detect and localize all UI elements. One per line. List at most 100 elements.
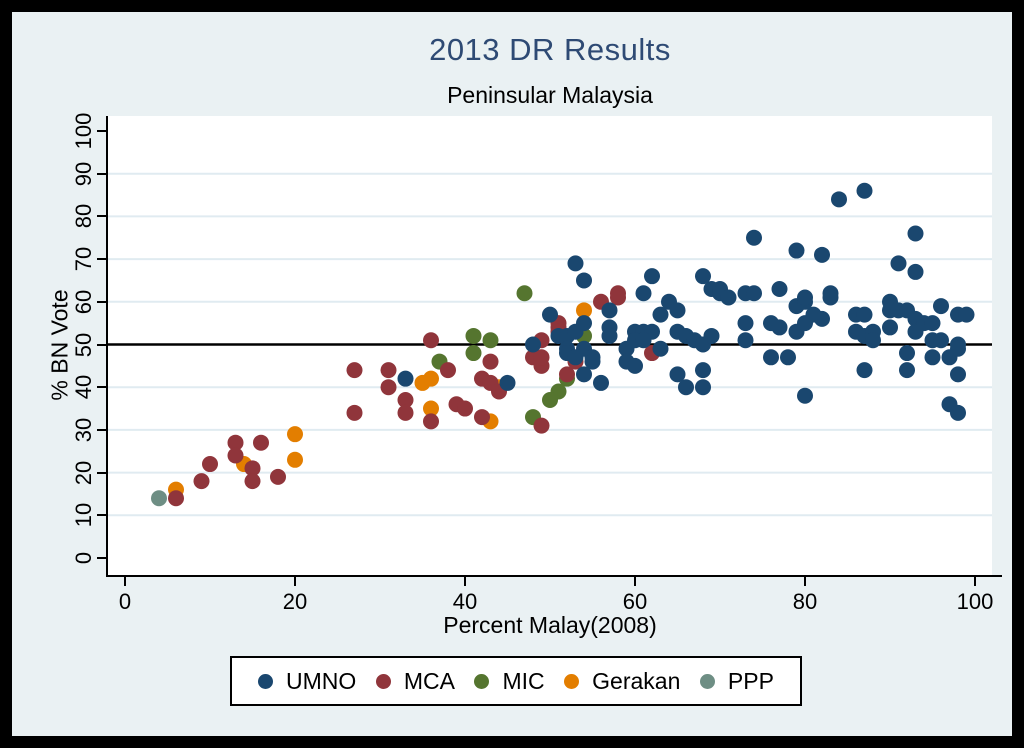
data-point-umno	[695, 362, 711, 379]
data-point-mca	[423, 413, 439, 430]
legend-item-gerakan: Gerakan	[564, 668, 680, 695]
data-point-gerakan	[576, 302, 592, 319]
data-point-umno	[746, 229, 762, 246]
legend: UMNO MCA MIC Gerakan PPP	[230, 656, 802, 706]
data-point-umno	[924, 349, 941, 366]
legend-label-ppp: PPP	[727, 667, 774, 694]
data-point-umno	[856, 362, 873, 379]
data-point-umno	[584, 353, 601, 370]
data-point-umno	[737, 332, 754, 349]
y-tick-60	[97, 300, 106, 303]
y-tick-label-30: 30	[71, 417, 96, 443]
data-point-mic	[516, 285, 533, 302]
data-point-umno	[950, 404, 966, 421]
y-tick-label-70: 70	[71, 246, 96, 272]
x-axis-line	[106, 575, 1002, 577]
data-point-umno	[669, 302, 686, 319]
data-point-mca	[440, 362, 456, 379]
data-point-mca	[244, 473, 261, 490]
y-tick-90	[97, 172, 106, 175]
data-point-umno	[822, 289, 839, 306]
data-point-umno	[856, 306, 873, 323]
y-tick-0	[97, 557, 106, 559]
x-tick-label-0: 0	[118, 589, 132, 614]
data-point-umno	[771, 319, 788, 336]
legend-item-ppp: PPP	[699, 667, 774, 695]
y-axis-line	[106, 116, 108, 577]
y-tick-label-20: 20	[71, 460, 96, 485]
x-tick-40	[464, 577, 466, 586]
data-point-umno	[695, 268, 711, 285]
data-point-umno	[814, 246, 830, 263]
data-point-gerakan	[287, 426, 303, 443]
data-point-ppp	[151, 490, 167, 507]
data-point-gerakan	[423, 370, 439, 387]
data-point-umno	[567, 255, 584, 272]
data-point-mca	[423, 332, 439, 349]
data-point-umno	[746, 285, 762, 302]
data-point-umno	[771, 280, 788, 297]
data-point-umno	[669, 366, 686, 383]
data-point-mca	[474, 409, 490, 426]
data-point-umno	[814, 310, 830, 327]
data-point-mca	[227, 434, 244, 451]
data-point-umno	[576, 272, 592, 289]
y-tick-40	[97, 386, 106, 389]
data-point-mca	[533, 417, 550, 434]
data-point-umno	[525, 336, 541, 353]
y-tick-80	[97, 215, 106, 218]
chart-title: 2013 DR Results	[429, 32, 671, 67]
x-tick-label-80: 80	[792, 589, 818, 614]
x-tick-0	[124, 577, 126, 586]
data-point-umno	[652, 306, 669, 323]
data-point-mca	[380, 379, 397, 396]
data-point-mca	[346, 362, 363, 379]
legend-item-mic: MIC	[474, 667, 545, 695]
legend-label-mic: MIC	[502, 667, 545, 694]
data-point-umno	[601, 327, 618, 344]
data-point-mic	[482, 332, 499, 349]
x-tick-label-20: 20	[282, 589, 308, 614]
data-point-mca	[482, 353, 499, 370]
data-point-umno	[865, 332, 881, 349]
data-point-mic	[465, 327, 482, 344]
data-point-umno	[958, 306, 975, 323]
data-point-mca	[244, 460, 261, 477]
data-point-umno	[924, 315, 941, 332]
data-point-umno	[899, 345, 915, 362]
data-point-gerakan	[287, 451, 303, 468]
y-tick-50	[97, 343, 106, 346]
data-point-mca	[397, 404, 414, 421]
data-point-mic	[542, 392, 558, 409]
data-point-umno	[763, 349, 779, 366]
x-axis-label: Percent Malay(2008)	[443, 612, 657, 638]
data-point-umno	[890, 255, 907, 272]
y-tick-20	[97, 471, 106, 474]
y-tick-10	[97, 514, 106, 517]
data-point-umno	[635, 332, 652, 349]
x-tick-label-100: 100	[956, 589, 994, 614]
y-tick-label-100: 100	[71, 112, 96, 150]
x-tick-label-60: 60	[622, 589, 648, 614]
data-point-umno	[635, 285, 652, 302]
legend-marker-gerakan-icon	[564, 673, 580, 689]
data-point-umno	[856, 182, 873, 199]
data-point-umno	[907, 225, 924, 242]
data-point-mca	[380, 362, 397, 379]
data-point-umno	[397, 370, 414, 387]
data-point-umno	[703, 327, 720, 344]
data-point-umno	[644, 268, 660, 285]
data-point-umno	[627, 357, 643, 374]
data-point-umno	[950, 340, 966, 357]
legend-marker-mic-icon	[474, 673, 490, 689]
data-point-umno	[576, 315, 592, 332]
data-point-mic	[465, 345, 482, 362]
data-point-umno	[907, 263, 924, 280]
data-point-gerakan	[423, 400, 439, 417]
data-point-umno	[737, 315, 754, 332]
data-point-umno	[499, 374, 516, 391]
legend-label-gerakan: Gerakan	[592, 667, 681, 694]
data-point-umno	[593, 374, 609, 391]
data-point-mca	[193, 473, 210, 490]
